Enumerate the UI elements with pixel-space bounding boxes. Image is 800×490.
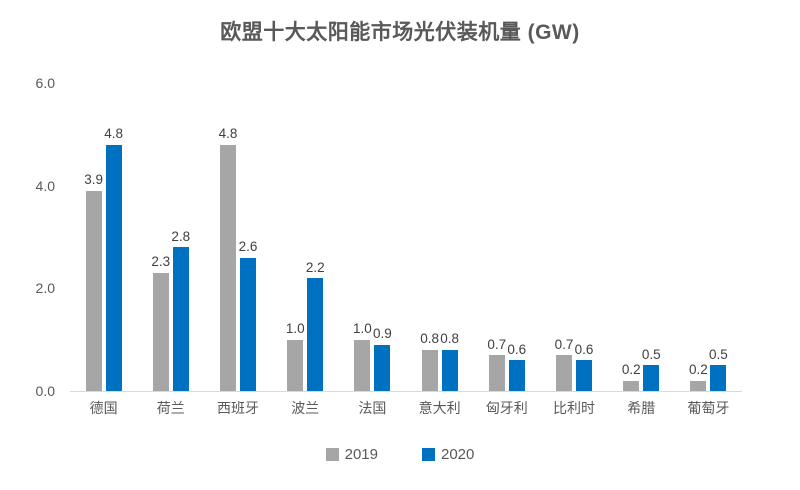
bar-2019 xyxy=(421,349,438,391)
category-label: 法国 xyxy=(358,400,387,416)
legend-item-2020: 2020 xyxy=(422,446,474,463)
category-label: 希腊 xyxy=(627,400,656,416)
bar-column-2020: 0.9 xyxy=(373,83,392,391)
bar-2020 xyxy=(576,360,593,391)
bar-2020 xyxy=(240,257,256,391)
bar-column-2019: 0.7 xyxy=(487,83,507,391)
bar-column-2020: 0.6 xyxy=(507,83,527,391)
bar-2019 xyxy=(354,339,371,391)
bar-column-2019: 1.0 xyxy=(353,83,372,391)
bar-value-label: 2.2 xyxy=(305,259,325,275)
bar-group: 0.8 0.8 xyxy=(406,83,473,391)
bar-2020 xyxy=(441,349,458,391)
category-label: 意大利 xyxy=(418,400,461,416)
bar-value-label: 4.8 xyxy=(218,126,238,142)
bar-column-2020: 2.8 xyxy=(171,83,191,391)
legend-label-2020: 2020 xyxy=(441,446,475,463)
bar-group: 3.9 4.8 xyxy=(70,83,137,391)
bar-2020 xyxy=(105,144,122,391)
bar-column-2020: 0.6 xyxy=(574,83,594,391)
category-label: 葡萄牙 xyxy=(687,400,730,416)
bar-column-2019: 4.8 xyxy=(218,83,238,391)
category-label: 荷兰 xyxy=(156,400,185,416)
bar-2020 xyxy=(643,365,660,391)
bar-column-2019: 0.8 xyxy=(420,83,439,391)
y-tick-label: 2.0 xyxy=(35,280,55,297)
bar-group: 1.0 2.2 xyxy=(272,83,339,391)
bar-value-label: 0.8 xyxy=(420,331,439,347)
bar-2020 xyxy=(508,360,525,391)
bar-column-2019: 0.7 xyxy=(554,83,574,391)
bar-2020 xyxy=(710,365,727,391)
bar-value-label: 4.8 xyxy=(104,126,123,142)
category-label: 波兰 xyxy=(291,400,320,416)
y-tick-label: 6.0 xyxy=(35,75,55,91)
legend-swatch-2020 xyxy=(422,448,435,461)
bar-group: 2.3 2.8 xyxy=(137,83,204,391)
bar-value-label: 2.3 xyxy=(151,254,171,270)
bar-value-label: 0.6 xyxy=(574,341,594,357)
category-label: 匈牙利 xyxy=(485,400,528,416)
legend: 2019 2020 xyxy=(0,446,800,463)
bar-column-2020: 4.8 xyxy=(104,83,123,391)
legend-label-2019: 2019 xyxy=(344,446,378,463)
bar-column-2019: 0.2 xyxy=(689,83,708,391)
bar-value-label: 1.0 xyxy=(285,321,305,337)
category-label: 比利时 xyxy=(553,400,596,416)
y-tick-label: 4.0 xyxy=(35,177,55,194)
plot-area: 3.9 4.8 2.3 2.8 4.8 2.6 1.0 2.2 1.0 0.9 0.8 0.8 0.7 0… xyxy=(70,83,742,392)
legend-swatch-2019 xyxy=(325,448,339,461)
bar-2019 xyxy=(287,339,304,391)
bar-2019 xyxy=(623,380,640,391)
bar-value-label: 2.6 xyxy=(238,239,258,255)
bar-group: 0.2 0.5 xyxy=(608,83,675,391)
bar-column-2019: 0.2 xyxy=(621,83,641,391)
bar-2019 xyxy=(556,355,573,391)
bar-value-label: 0.8 xyxy=(440,331,459,347)
bar-2020 xyxy=(307,278,324,391)
bar-column-2020: 2.2 xyxy=(305,83,325,391)
bar-value-label: 1.0 xyxy=(353,321,372,337)
bar-value-label: 0.7 xyxy=(554,336,574,352)
bar-value-label: 0.5 xyxy=(641,346,661,362)
category-label: 德国 xyxy=(89,400,118,416)
bar-2019 xyxy=(152,272,169,391)
y-axis-tick-labels: 0.0 2.0 4.0 6.0 xyxy=(0,75,55,399)
bar-column-2020: 0.5 xyxy=(641,83,661,391)
y-tick-label: 0.0 xyxy=(35,383,55,399)
bar-value-label: 0.5 xyxy=(709,346,728,362)
bar-2020 xyxy=(374,344,391,391)
bar-2019 xyxy=(488,355,505,391)
bar-column-2020: 2.6 xyxy=(238,83,258,391)
bar-value-label: 0.9 xyxy=(373,326,392,342)
bar-2020 xyxy=(172,247,189,391)
bar-value-label: 0.2 xyxy=(621,362,641,378)
x-axis-category-labels: 德国 荷兰 西班牙 波兰 法国 意大利 匈牙利 比利时 希腊 葡萄牙 xyxy=(70,398,742,418)
chart-title: 欧盟十大太阳能市场光伏装机量 (GW) xyxy=(220,21,580,44)
bar-column-2020: 0.8 xyxy=(440,83,459,391)
bar-group: 0.7 0.6 xyxy=(540,83,607,391)
bar-column-2019: 1.0 xyxy=(285,83,305,391)
bar-2019 xyxy=(690,380,707,391)
bar-group: 0.2 0.5 xyxy=(675,83,742,391)
bar-2019 xyxy=(220,144,236,391)
bar-column-2020: 0.5 xyxy=(709,83,728,391)
bar-column-2019: 2.3 xyxy=(151,83,171,391)
bar-2019 xyxy=(85,190,102,391)
bar-value-label: 0.2 xyxy=(689,362,708,378)
bar-value-label: 3.9 xyxy=(84,172,103,188)
legend-item-2019: 2019 xyxy=(325,446,378,463)
bar-group: 4.8 2.6 xyxy=(204,83,271,391)
category-label: 西班牙 xyxy=(217,400,259,416)
bar-group: 0.7 0.6 xyxy=(473,83,540,391)
bar-value-label: 2.8 xyxy=(171,228,191,244)
bar-value-label: 0.7 xyxy=(487,336,507,352)
bar-column-2019: 3.9 xyxy=(84,83,103,391)
bar-group: 1.0 0.9 xyxy=(339,83,406,391)
bar-value-label: 0.6 xyxy=(507,341,527,357)
